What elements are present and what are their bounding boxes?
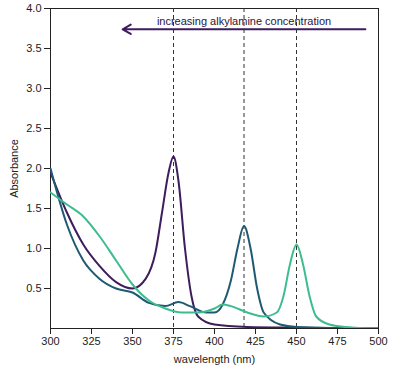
svg-text:500: 500 [369, 335, 387, 347]
svg-text:3.0: 3.0 [26, 82, 41, 94]
svg-text:Absorbance: Absorbance [8, 139, 20, 198]
svg-text:2.0: 2.0 [26, 162, 41, 174]
svg-text:2.5: 2.5 [26, 122, 41, 134]
svg-text:475: 475 [328, 335, 346, 347]
svg-text:3.5: 3.5 [26, 42, 41, 54]
svg-text:450: 450 [287, 335, 305, 347]
svg-text:wavelength (nm): wavelength (nm) [173, 353, 255, 365]
svg-text:4.0: 4.0 [26, 2, 41, 14]
svg-text:325: 325 [82, 335, 100, 347]
svg-text:1.5: 1.5 [26, 202, 41, 214]
svg-text:increasing alkylamine concentr: increasing alkylamine concentration [157, 15, 331, 27]
svg-text:425: 425 [246, 335, 264, 347]
svg-text:1.0: 1.0 [26, 242, 41, 254]
svg-text:350: 350 [123, 335, 141, 347]
svg-text:375: 375 [164, 335, 182, 347]
svg-text:0.5: 0.5 [26, 282, 41, 294]
svg-text:400: 400 [205, 335, 223, 347]
svg-text:300: 300 [41, 335, 59, 347]
